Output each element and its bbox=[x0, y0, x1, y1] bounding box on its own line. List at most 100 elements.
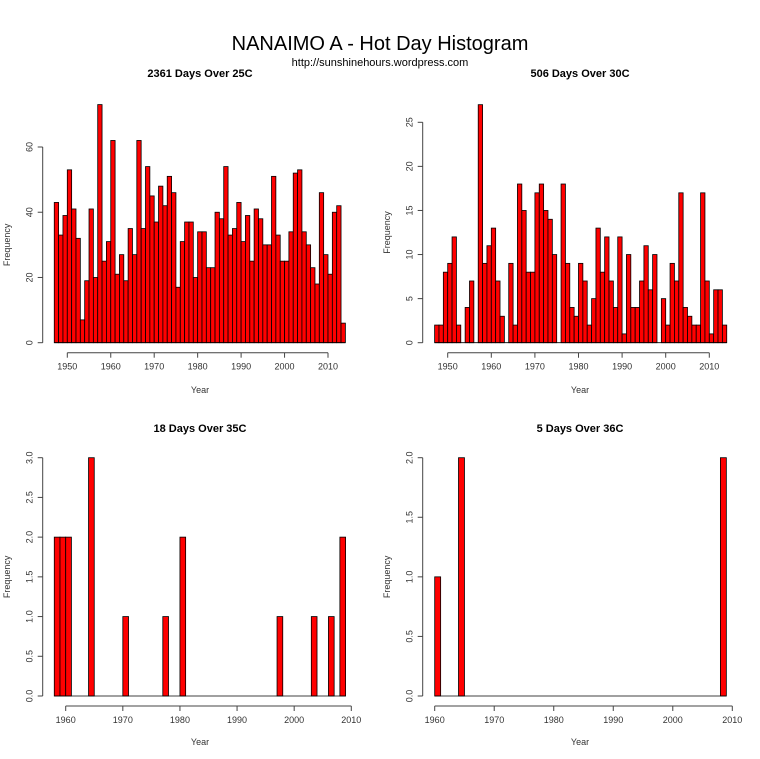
histogram-bar bbox=[323, 254, 329, 344]
histogram-bar bbox=[682, 307, 688, 344]
histogram-bar bbox=[713, 289, 719, 344]
histogram-bar bbox=[288, 231, 294, 344]
histogram-bar bbox=[591, 298, 597, 344]
histogram-bar bbox=[132, 254, 138, 344]
histogram-bar bbox=[704, 280, 710, 344]
histogram-bar bbox=[110, 140, 116, 344]
histogram-bar bbox=[721, 324, 728, 344]
histogram-bar bbox=[122, 616, 129, 697]
histogram-bar bbox=[665, 324, 671, 344]
histogram-bar bbox=[84, 280, 90, 344]
histogram-bar bbox=[192, 277, 199, 344]
x-tick-label: 2010 bbox=[318, 362, 338, 372]
y-tick-label: 1.0 bbox=[405, 571, 415, 584]
histogram-bar bbox=[434, 576, 442, 697]
histogram-bar bbox=[525, 271, 531, 344]
y-tick-label: 0.5 bbox=[25, 650, 35, 663]
panel-title: 18 Days Over 35C bbox=[154, 423, 247, 435]
histogram-bar bbox=[101, 260, 107, 344]
histogram-bar bbox=[88, 208, 94, 344]
histogram-bar bbox=[197, 231, 203, 344]
x-tick-label: 1950 bbox=[438, 362, 458, 372]
histogram-bar bbox=[451, 236, 457, 344]
y-tick-label: 10 bbox=[405, 250, 415, 260]
histogram-bar bbox=[687, 315, 693, 344]
histogram-bar bbox=[458, 457, 465, 697]
y-tick-label: 5 bbox=[405, 296, 415, 301]
histogram-bar bbox=[175, 286, 181, 344]
histogram-bar bbox=[719, 457, 727, 697]
y-tick-label: 2.0 bbox=[25, 531, 35, 544]
histogram-bar bbox=[123, 280, 129, 344]
y-tick-label: 20 bbox=[25, 272, 35, 282]
histogram-bar bbox=[608, 280, 614, 344]
histogram-bar bbox=[621, 333, 627, 344]
subtitle: http://sunshinehours.wordpress.com bbox=[292, 57, 469, 69]
histogram-bar bbox=[512, 324, 518, 344]
histogram-bar bbox=[447, 262, 453, 344]
histogram-bar bbox=[305, 244, 312, 344]
x-tick-label: 2000 bbox=[275, 362, 295, 372]
histogram-bar bbox=[464, 307, 470, 344]
histogram-bar bbox=[153, 221, 159, 344]
histogram-bar bbox=[310, 616, 318, 697]
histogram-bar bbox=[336, 205, 342, 344]
y-tick-label: 60 bbox=[25, 142, 35, 152]
x-tick-label: 1990 bbox=[227, 715, 247, 725]
x-tick-label: 1960 bbox=[425, 715, 445, 725]
y-tick-label: 15 bbox=[405, 205, 415, 215]
histogram-bar bbox=[508, 262, 514, 344]
x-tick-label: 1990 bbox=[231, 362, 251, 372]
histogram-panel-3: 18 Days Over 35C 0.0 0.5 1.0 1.5 2.0 2.5 3.0 196… bbox=[2, 423, 361, 747]
histogram-bar bbox=[214, 211, 220, 344]
histogram-bar bbox=[136, 140, 142, 344]
histogram-bar bbox=[495, 280, 501, 344]
y-tick-label: 0.0 bbox=[405, 690, 415, 703]
histogram-bar bbox=[276, 616, 284, 697]
histogram-bar bbox=[674, 280, 680, 344]
panel-title: 2361 Days Over 25C bbox=[147, 68, 252, 80]
histogram-bar bbox=[297, 169, 303, 344]
histogram-bar bbox=[708, 333, 715, 344]
histogram-bar bbox=[660, 298, 667, 344]
panel-title: 506 Days Over 30C bbox=[530, 68, 629, 80]
histogram-bar bbox=[573, 315, 579, 344]
histogram-bar bbox=[530, 271, 536, 344]
y-tick-label: 25 bbox=[405, 117, 415, 127]
histogram-bar bbox=[586, 324, 592, 344]
histogram-bar bbox=[284, 260, 290, 344]
histogram-panel-1: 2361 Days Over 25C 0 20 40 60 1950 1960 1970 198… bbox=[2, 68, 346, 395]
histogram-bar bbox=[275, 234, 281, 344]
histogram-panel-2: 506 Days Over 30C 0 5 10 15 20 25 1950 1960 1970 1… bbox=[382, 68, 728, 395]
x-tick-label: 2000 bbox=[656, 362, 676, 372]
histogram-bar bbox=[162, 205, 168, 344]
histogram-bar bbox=[582, 280, 588, 344]
histogram-bar bbox=[62, 215, 68, 344]
y-tick-label: 1.5 bbox=[405, 511, 415, 524]
histogram-bar bbox=[328, 616, 335, 697]
histogram-bar bbox=[560, 183, 566, 344]
histogram-bar bbox=[565, 262, 571, 344]
histogram-bar bbox=[249, 260, 255, 344]
histogram-bar bbox=[617, 236, 623, 344]
main-title: NANAIMO A - Hot Day Histogram bbox=[232, 33, 529, 55]
histogram-bar bbox=[691, 324, 697, 344]
x-tick-label: 1980 bbox=[544, 715, 564, 725]
histogram-bar bbox=[331, 211, 338, 344]
x-tick-label: 1990 bbox=[612, 362, 632, 372]
histogram-bar bbox=[71, 208, 77, 344]
histogram-bar bbox=[59, 536, 67, 697]
histogram-bar bbox=[438, 324, 444, 344]
histogram-bar bbox=[340, 322, 346, 344]
histogram-bar bbox=[626, 254, 632, 344]
histogram-bar bbox=[92, 277, 99, 344]
histogram-bar bbox=[612, 307, 619, 344]
histogram-bar bbox=[140, 228, 146, 344]
histogram-bar bbox=[266, 244, 272, 344]
histogram-bar bbox=[58, 234, 64, 344]
y-tick-label: 2.0 bbox=[405, 451, 415, 464]
histogram-bar bbox=[434, 324, 440, 344]
y-axis-label: Frequency bbox=[2, 223, 12, 266]
histogram-bar bbox=[301, 231, 307, 344]
